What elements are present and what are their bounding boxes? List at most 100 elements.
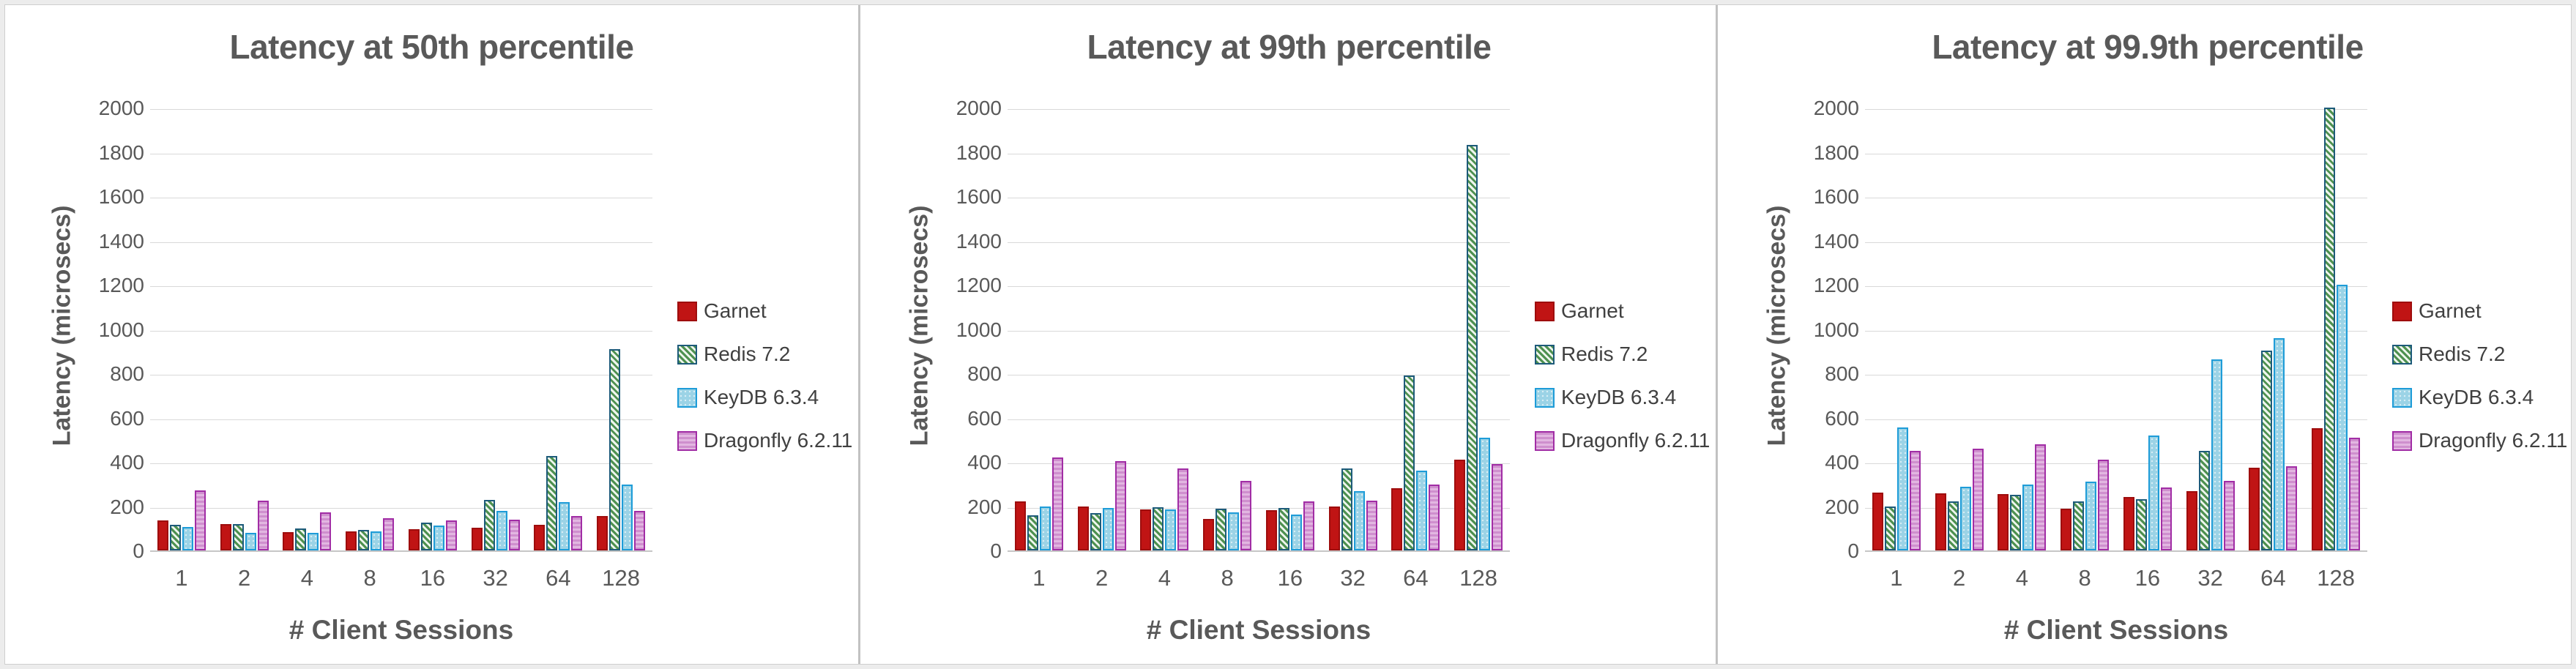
- bar-keydb-2: [245, 532, 256, 550]
- bar-redis-4: [1153, 507, 1164, 550]
- plot-area: [1865, 108, 2367, 552]
- bar-dragonfly-4: [320, 512, 332, 550]
- legend-item-dragonfly: Dragonfly 6.2.11: [1535, 429, 1710, 452]
- bar-dragonfly-64: [2286, 466, 2298, 550]
- bar-group-64: [1385, 109, 1448, 550]
- bar-keydb-2: [1959, 487, 1971, 550]
- gridline-2000: [1865, 109, 2367, 110]
- bar-dragonfly-32: [1366, 500, 1377, 550]
- x-tick-label-4: 4: [2015, 565, 2028, 591]
- bar-dragonfly-2: [1114, 460, 1126, 550]
- bar-garnet-2: [1077, 507, 1089, 550]
- legend-item-garnet: Garnet: [677, 299, 852, 323]
- bar-group-4: [1991, 109, 2054, 550]
- bar-dragonfly-8: [383, 518, 395, 550]
- bar-garnet-8: [346, 531, 357, 550]
- legend: Garnet Redis 7.2 KeyDB 6.3.4 Dragonfly 6.2.…: [1535, 299, 1710, 452]
- bar-keydb-16: [2148, 436, 2159, 550]
- bar-group-128: [2304, 108, 2367, 550]
- y-tick-label-600: 600: [967, 406, 1002, 430]
- bar-keydb-4: [2022, 485, 2034, 550]
- x-tick-label-2: 2: [238, 565, 251, 591]
- bar-keydb-32: [1353, 490, 1365, 550]
- bar-keydb-4: [1165, 509, 1177, 550]
- gridline-1400: [150, 242, 652, 243]
- bar-redis-64: [2261, 350, 2273, 550]
- bar-dragonfly-1: [194, 490, 206, 550]
- x-tick-label-16: 16: [1277, 565, 1303, 591]
- legend-marker-keydb: [1535, 387, 1555, 408]
- bar-keydb-16: [433, 526, 444, 550]
- legend: Garnet Redis 7.2 KeyDB 6.3.4 Dragonfly 6.2.…: [2392, 299, 2567, 452]
- bar-dragonfly-2: [1972, 449, 1984, 550]
- bar-group-128: [1447, 109, 1510, 550]
- gridline-600: [1865, 419, 2367, 420]
- bar-dragonfly-1: [1051, 457, 1063, 550]
- legend-marker-redis: [1535, 344, 1555, 365]
- bar-group-32: [2179, 109, 2242, 550]
- bar-dragonfly-8: [1240, 480, 1252, 550]
- y-tick-label-200: 200: [1825, 495, 1859, 518]
- y-tick-label-1800: 1800: [1813, 141, 1859, 164]
- bar-group-32: [464, 109, 527, 550]
- bar-redis-4: [2010, 494, 2022, 550]
- gridline-600: [1008, 419, 1510, 420]
- legend-label: KeyDB 6.3.4: [2419, 386, 2534, 408]
- bar-garnet-1: [1014, 501, 1026, 550]
- bar-dragonfly-8: [2098, 460, 2110, 550]
- legend-item-redis: Redis 7.2: [2392, 343, 2567, 366]
- bar-redis-128: [2324, 108, 2336, 550]
- y-tick-label-1400: 1400: [98, 229, 144, 253]
- y-tick-label-400: 400: [110, 451, 144, 474]
- bar-group-128: [589, 109, 652, 550]
- legend-marker-keydb: [2392, 387, 2412, 408]
- bar-redis-64: [1404, 375, 1415, 550]
- y-tick-label-1200: 1200: [98, 274, 144, 296]
- bar-garnet-32: [1328, 506, 1340, 550]
- bar-garnet-64: [1391, 488, 1403, 550]
- bar-redis-16: [2135, 499, 2147, 550]
- bar-garnet-128: [1454, 459, 1466, 550]
- gridline-200: [1008, 507, 1510, 509]
- x-tick-label-1: 1: [1032, 565, 1046, 591]
- bar-garnet-16: [408, 528, 420, 550]
- plot-area: [1008, 109, 1510, 552]
- bar-dragonfly-128: [1492, 463, 1503, 550]
- gridline-1400: [1865, 242, 2367, 243]
- gridline-200: [150, 507, 652, 509]
- gridline-1000: [1008, 330, 1510, 332]
- bar-garnet-128: [597, 516, 608, 550]
- legend-item-garnet: Garnet: [1535, 299, 1710, 323]
- chart-title: Latency at 99.9th percentile: [1932, 28, 2364, 66]
- y-tick-label-1800: 1800: [98, 141, 144, 164]
- bar-redis-32: [2198, 451, 2210, 550]
- legend-item-garnet: Garnet: [2392, 299, 2567, 323]
- bar-garnet-64: [534, 525, 546, 550]
- bar-dragonfly-32: [508, 519, 520, 550]
- x-axis-title: # Client Sessions: [289, 615, 514, 645]
- bar-dragonfly-4: [2035, 444, 2047, 550]
- legend-label: Dragonfly 6.2.11: [2419, 429, 2568, 452]
- gridline-400: [150, 463, 652, 464]
- y-tick-label-1200: 1200: [1813, 274, 1859, 296]
- legend-label: Garnet: [2419, 299, 2482, 322]
- bar-keydb-64: [559, 501, 570, 550]
- y-tick-label-2000: 2000: [1813, 97, 1859, 119]
- legend-label: Garnet: [1561, 299, 1624, 322]
- legend-item-redis: Redis 7.2: [1535, 343, 1710, 366]
- x-tick-label-2: 2: [1953, 565, 1966, 591]
- bar-redis-8: [1216, 508, 1227, 550]
- bar-group-16: [401, 109, 464, 550]
- x-tick-label-4: 4: [1158, 565, 1171, 591]
- bar-keydb-4: [308, 532, 319, 550]
- legend-item-keydb: KeyDB 6.3.4: [677, 386, 852, 409]
- y-tick-label-800: 800: [1825, 362, 1859, 385]
- bar-group-2: [1071, 109, 1133, 550]
- bar-garnet-32: [2186, 491, 2197, 550]
- legend-label: Garnet: [704, 299, 767, 322]
- y-tick-label-1600: 1600: [956, 185, 1002, 208]
- gridline-400: [1865, 463, 2367, 464]
- bar-dragonfly-16: [445, 520, 457, 550]
- gridline-2000: [150, 109, 652, 110]
- x-tick-label-16: 16: [2134, 565, 2161, 591]
